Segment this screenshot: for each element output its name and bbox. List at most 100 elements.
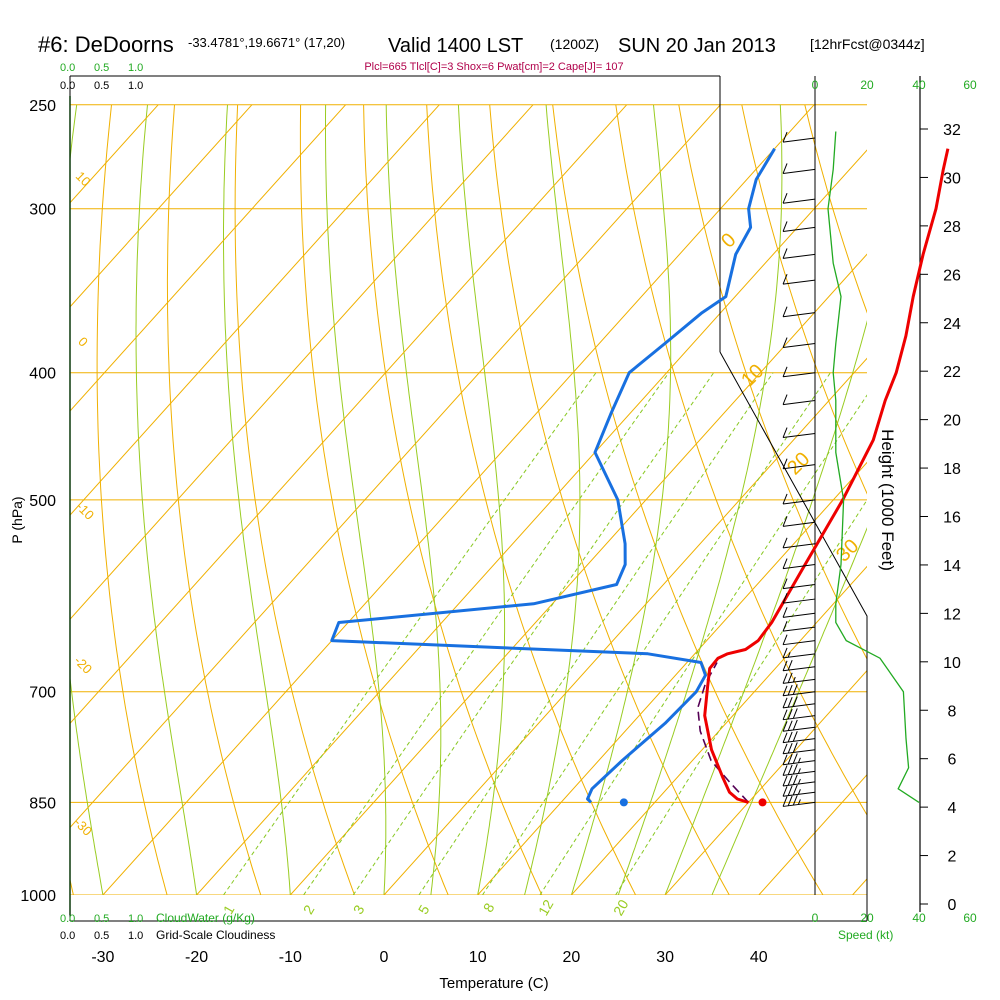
height-tick-4: 4 (948, 800, 957, 817)
chart-title-coords: -33.4781°,19.6671° (17,20) (188, 35, 345, 50)
height-tick-22: 22 (943, 364, 961, 381)
height-tick-16: 16 (943, 510, 961, 527)
x-tick-30: 30 (656, 949, 674, 966)
wind-barb-13 (782, 647, 816, 659)
wind-barb-flag (782, 721, 788, 732)
wind-barb-flag (792, 719, 798, 731)
dry-adiabat-label--10: -10 (73, 499, 97, 523)
isotherm-50 (852, 878, 867, 895)
wind-barb-flag (787, 659, 793, 671)
wind-barb-flag (782, 620, 788, 632)
wind-barbs (782, 131, 816, 807)
wind-barb-staff (782, 626, 816, 632)
wind-barb-28 (782, 306, 816, 318)
surface-temperature-dot (758, 798, 767, 807)
wind-barb-9 (782, 696, 816, 709)
speed-axis-label: Speed (kt) (838, 928, 893, 942)
wind-barb-staff (782, 168, 816, 174)
mixing-ratio-12 (539, 394, 867, 895)
wind-barb-flag (782, 607, 788, 618)
wind-speed-profile (827, 131, 920, 803)
wind-barb-staff (782, 198, 816, 204)
wind-barb-staff (782, 598, 816, 604)
wind-barb-flag (792, 763, 798, 775)
wind-barb-flag (782, 709, 788, 720)
wind-barb-flag (792, 742, 798, 753)
wind-barb-staff (782, 226, 816, 232)
parcel-line (696, 662, 750, 803)
dry-adiabat-290 (363, 104, 543, 895)
isotherm--60 (70, 104, 534, 620)
wind-barb-flag (782, 221, 788, 232)
wind-barb-flag (782, 516, 788, 527)
height-tick-32: 32 (943, 122, 961, 139)
mixing-ratio-label-3: 3 (350, 902, 368, 917)
isotherm--20 (196, 149, 867, 895)
wind-barb-staff (782, 749, 816, 755)
wind-barb-5 (782, 742, 816, 755)
wind-barb-flag (782, 765, 788, 776)
cloud-scale-top-black-2: 1.0 (128, 80, 143, 92)
wind-barb-15 (782, 620, 816, 632)
height-tick-0: 0 (948, 897, 957, 914)
height-tick-26: 26 (943, 267, 961, 284)
wind-barb-staff (782, 400, 816, 406)
wind-barb-half-flag (797, 768, 801, 774)
pressure-tick-500: 500 (29, 493, 56, 510)
wind-barb-23 (782, 458, 816, 470)
wind-barb-flag (792, 731, 798, 742)
wind-barb-flag (782, 306, 788, 317)
wind-barb-staff (782, 253, 816, 259)
wind-barb-flag (787, 708, 793, 720)
pressure-tick-850: 850 (29, 795, 56, 812)
wind-barb-staff (782, 726, 816, 732)
chart-title-station: #6: DeDoorns (38, 32, 174, 57)
pressure-tick-1000: 1000 (20, 888, 56, 905)
wind-barb-staff (782, 312, 816, 318)
wind-barb-flag (792, 684, 798, 695)
wind-barb-18 (782, 578, 816, 590)
wind-barb-26 (782, 366, 816, 378)
mixing-ratio-label-8: 8 (480, 900, 498, 915)
wind-barb-flag (782, 458, 788, 469)
wind-barb-flag (787, 742, 793, 754)
chart-title-date: SUN 20 Jan 2013 (618, 35, 776, 57)
x-tick-40: 40 (750, 949, 768, 966)
wind-barb-6 (782, 731, 816, 744)
wind-barb-staff (782, 372, 816, 378)
speed-top-40: 40 (912, 78, 926, 92)
mixing-ratio-1 (223, 372, 597, 895)
wind-barb-22 (782, 493, 816, 505)
wind-barb-12 (782, 659, 816, 672)
height-tick-18: 18 (943, 461, 961, 478)
chart-title-forecast: [12hrFcst@0344z] (810, 36, 925, 52)
wind-barb-29 (782, 273, 816, 285)
isotherm-10 (477, 461, 867, 895)
isotherm--90 (70, 104, 253, 308)
height-tick-20: 20 (943, 413, 961, 430)
wind-barb-2 (782, 774, 816, 787)
x-tick-20: 20 (563, 949, 581, 966)
wind-barb-flag (782, 775, 788, 787)
wind-barb-flag (787, 775, 793, 786)
wind-barb-11 (782, 672, 816, 684)
wind-barb-7 (782, 719, 816, 732)
mixing-ratio-5 (418, 372, 774, 895)
wind-barb-14 (782, 634, 816, 646)
pressure-tick-250: 250 (29, 98, 56, 115)
pressure-tick-labels: 250 300 400 500 700 850 1000 (20, 98, 56, 905)
dry-adiabat-250 (96, 104, 168, 895)
wind-barb-4 (782, 753, 816, 766)
wind-barb-30 (782, 248, 816, 259)
height-tick-28: 28 (943, 219, 961, 236)
wind-barb-17 (782, 592, 816, 604)
wind-speed-line (827, 131, 920, 803)
dry-adiabat-280 (299, 104, 449, 895)
isotherm--30 (102, 104, 815, 895)
wind-barb-flag (782, 647, 788, 659)
speed-top-60: 60 (963, 78, 977, 92)
wind-barb-3 (782, 763, 816, 776)
wind-barb-flag (782, 743, 788, 754)
